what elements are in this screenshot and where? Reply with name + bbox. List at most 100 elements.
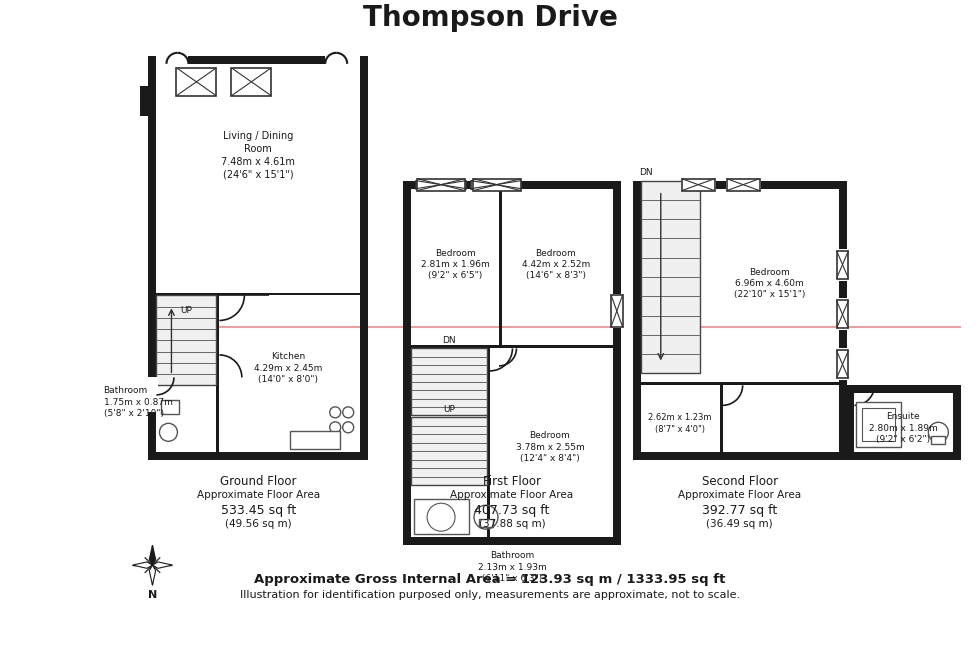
Bar xyxy=(412,417,487,485)
Bar xyxy=(149,377,159,412)
Bar xyxy=(416,181,466,189)
Text: Living / Dining
Room
7.48m x 4.61m
(24'6" x 15'1"): Living / Dining Room 7.48m x 4.61m (24'6… xyxy=(221,131,295,180)
Bar xyxy=(217,296,220,453)
Bar xyxy=(641,181,700,374)
Text: (37.88 sq m): (37.88 sq m) xyxy=(478,519,545,529)
Bar xyxy=(157,374,217,377)
Bar xyxy=(931,436,946,444)
Bar xyxy=(149,56,368,64)
Bar xyxy=(847,385,855,460)
Bar xyxy=(839,181,847,460)
Bar xyxy=(499,189,502,349)
Bar xyxy=(479,519,493,527)
Bar xyxy=(847,385,961,393)
Text: Approximate Gross Internal Area = 123.93 sq m / 1333.95 sq ft: Approximate Gross Internal Area = 123.93… xyxy=(255,573,725,586)
Bar xyxy=(726,179,760,191)
Text: Bathroom
1.75m x 0.87m
(5'8" x 2'10"): Bathroom 1.75m x 0.87m (5'8" x 2'10") xyxy=(104,387,172,419)
Polygon shape xyxy=(153,562,172,568)
Bar xyxy=(403,537,620,545)
Bar xyxy=(473,179,521,191)
Text: 392.77 sq ft: 392.77 sq ft xyxy=(702,503,777,517)
Text: Ensuite
2.80m x 1.89m
(9'2" x 6'2"): Ensuite 2.80m x 1.89m (9'2" x 6'2") xyxy=(869,412,938,444)
Text: UP: UP xyxy=(443,405,455,414)
Bar xyxy=(176,68,217,96)
Bar xyxy=(612,181,620,545)
Bar xyxy=(487,349,490,537)
Text: DN: DN xyxy=(639,168,653,177)
Bar xyxy=(471,181,521,189)
Bar xyxy=(612,293,620,328)
Bar xyxy=(290,432,340,449)
Bar xyxy=(417,179,466,191)
Bar xyxy=(839,349,847,381)
Text: Second Floor: Second Floor xyxy=(702,475,778,488)
Text: Approximate Floor Area: Approximate Floor Area xyxy=(678,490,802,500)
Text: UP: UP xyxy=(180,306,192,315)
Text: Bedroom
6.96m x 4.60m
(22'10" x 15'1"): Bedroom 6.96m x 4.60m (22'10" x 15'1") xyxy=(734,268,806,300)
Bar xyxy=(681,181,715,189)
Bar xyxy=(837,300,849,328)
Text: First Floor: First Floor xyxy=(483,475,541,488)
Bar xyxy=(719,385,722,453)
Text: Bathroom
2.13m x 1.93m
(6'11" x 6'3"): Bathroom 2.13m x 1.93m (6'11" x 6'3") xyxy=(477,551,546,583)
Bar xyxy=(725,181,760,189)
Polygon shape xyxy=(132,562,153,568)
Bar xyxy=(682,179,714,191)
Text: Bedroom
4.42m x 2.52m
(14'6" x 8'3"): Bedroom 4.42m x 2.52m (14'6" x 8'3") xyxy=(521,249,590,281)
Bar xyxy=(611,295,623,327)
Bar xyxy=(847,453,961,460)
Bar xyxy=(403,181,412,545)
Bar xyxy=(611,295,623,327)
Bar xyxy=(847,385,961,460)
Bar xyxy=(471,181,521,189)
Bar xyxy=(412,349,487,415)
Bar xyxy=(162,400,179,415)
Bar xyxy=(682,179,714,191)
Bar xyxy=(412,417,487,485)
Text: 2.62m x 1.23m
(8'7" x 4'0"): 2.62m x 1.23m (8'7" x 4'0") xyxy=(648,413,711,434)
Text: N: N xyxy=(148,590,157,600)
Bar xyxy=(837,351,849,378)
Bar xyxy=(471,181,521,189)
Bar xyxy=(415,499,469,534)
Bar xyxy=(633,181,847,189)
Bar xyxy=(157,293,361,296)
Bar xyxy=(633,181,641,460)
Bar xyxy=(140,86,149,116)
Bar xyxy=(641,181,700,374)
Bar xyxy=(839,249,847,281)
Bar xyxy=(149,56,157,460)
Text: (36.49 sq m): (36.49 sq m) xyxy=(707,519,773,529)
Bar xyxy=(837,351,849,378)
Bar xyxy=(412,349,487,415)
Bar xyxy=(839,298,847,330)
Bar xyxy=(641,383,839,385)
Bar xyxy=(361,56,368,460)
Bar xyxy=(335,56,361,64)
Text: 533.45 sq ft: 533.45 sq ft xyxy=(220,503,296,517)
Text: Approximate Floor Area: Approximate Floor Area xyxy=(451,490,573,500)
Bar xyxy=(633,453,847,460)
Bar xyxy=(837,251,849,279)
Bar xyxy=(157,56,181,64)
Bar xyxy=(726,179,760,191)
Text: Approximate Floor Area: Approximate Floor Area xyxy=(197,490,319,500)
Bar xyxy=(157,296,217,385)
Bar xyxy=(412,345,612,349)
Text: Illustration for identification purposed only, measurements are approximate, not: Illustration for identification purposed… xyxy=(240,590,740,600)
Bar xyxy=(149,453,368,460)
Text: Kitchen
4.29m x 2.45m
(14'0" x 8'0"): Kitchen 4.29m x 2.45m (14'0" x 8'0") xyxy=(254,353,322,385)
Bar xyxy=(473,179,521,191)
Bar xyxy=(837,300,849,328)
Bar xyxy=(325,54,347,64)
Bar xyxy=(157,296,217,385)
Bar xyxy=(167,54,188,64)
Text: Bedroom
2.81m x 1.96m
(9'2" x 6'5"): Bedroom 2.81m x 1.96m (9'2" x 6'5") xyxy=(420,249,489,281)
Bar xyxy=(954,385,961,460)
Bar xyxy=(837,251,849,279)
Polygon shape xyxy=(149,545,156,565)
Polygon shape xyxy=(149,565,156,585)
Text: 407.73 sq ft: 407.73 sq ft xyxy=(474,503,550,517)
Bar xyxy=(416,181,466,189)
Bar xyxy=(403,181,620,189)
